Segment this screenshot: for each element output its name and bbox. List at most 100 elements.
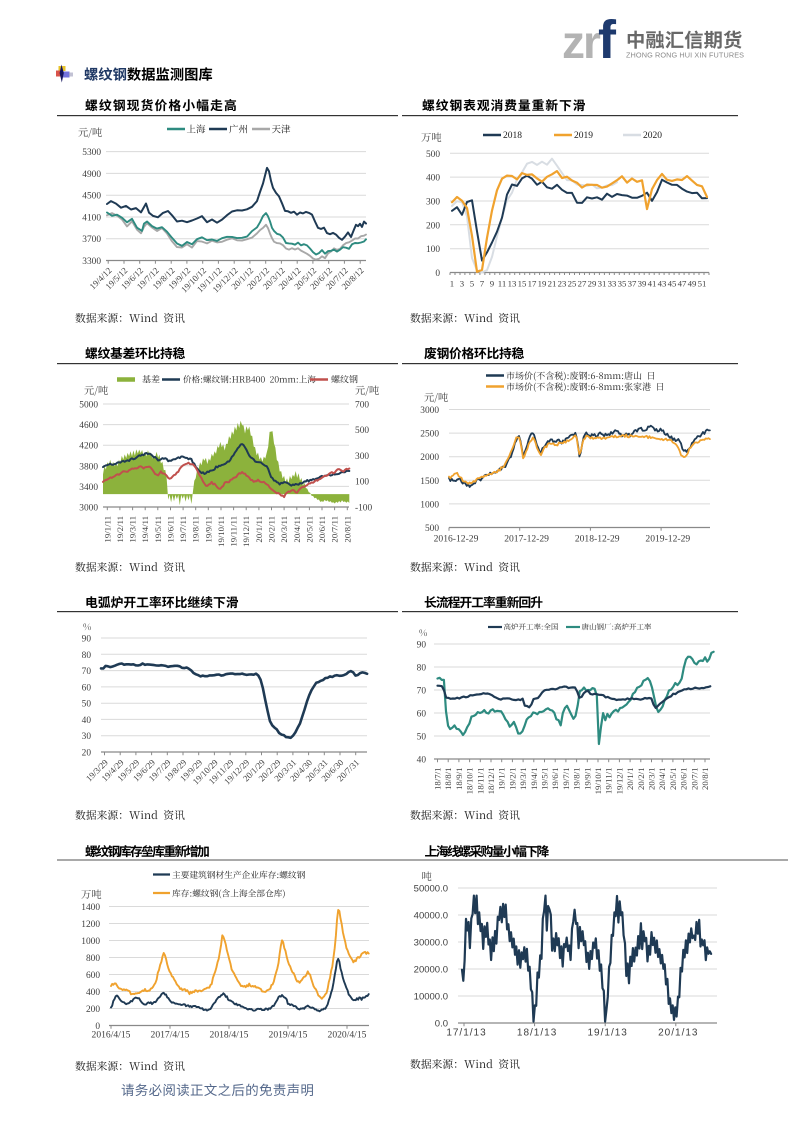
svg-text:19/10/1: 19/10/1 [593,768,603,795]
svg-text:19/3/1: 19/3/1 [518,768,528,790]
svg-text:5000: 5000 [79,401,98,411]
svg-text:19/1/11: 19/1/11 [102,516,112,543]
svg-text:ZHONG RONG HUI XIN FUTURES: ZHONG RONG HUI XIN FUTURES [626,51,744,60]
svg-text:90: 90 [417,641,427,651]
svg-text:19/10/11: 19/10/11 [216,516,226,547]
svg-text:50: 50 [82,700,92,710]
svg-text:20/8/1: 20/8/1 [700,768,710,790]
svg-text:19/3/11: 19/3/11 [128,516,138,543]
svg-text:20/3/1: 20/3/1 [647,768,657,790]
svg-text:27: 27 [578,279,587,289]
svg-text:1400: 1400 [81,903,100,913]
svg-text:19/5/11: 19/5/11 [153,516,163,543]
svg-text:20/2/1: 20/2/1 [636,768,646,790]
svg-text:18/7/1: 18/7/1 [433,768,443,790]
svg-text:400: 400 [86,988,100,998]
svg-text:80: 80 [82,651,92,661]
svg-text:2017/4/15: 2017/4/15 [151,1030,190,1041]
svg-text:20/3/11: 20/3/11 [279,516,289,543]
svg-text:400: 400 [426,174,440,184]
svg-text:18/11/1: 18/11/1 [475,768,485,795]
svg-text:20/6/1: 20/6/1 [679,768,689,790]
svg-text:20: 20 [82,749,92,759]
svg-text:2000: 2000 [420,453,439,463]
svg-text:33: 33 [608,279,617,289]
svg-text:13: 13 [508,279,517,289]
svg-text:2018: 2018 [503,131,522,141]
svg-text:20/7/11: 20/7/11 [330,516,340,543]
svg-text:18/9/1: 18/9/1 [454,768,464,790]
svg-text:2500: 2500 [420,430,439,440]
svg-text:23: 23 [558,279,567,289]
svg-text:-100: -100 [355,504,372,514]
svg-text:30: 30 [82,732,92,742]
svg-text:3000: 3000 [420,406,439,416]
svg-text:0: 0 [95,1022,100,1032]
svg-text:3700: 3700 [82,235,101,245]
svg-text:0.0: 0.0 [435,1019,448,1030]
svg-text:zr: zr [562,16,601,68]
svg-text:3400: 3400 [79,483,98,493]
svg-text:29: 29 [588,279,597,289]
svg-text:19/11/11: 19/11/11 [229,516,239,547]
svg-text:60: 60 [417,710,427,720]
svg-text:50000.0: 50000.0 [414,884,448,895]
svg-text:60: 60 [82,683,92,693]
svg-text:1000: 1000 [81,937,100,947]
svg-text:100: 100 [426,245,440,255]
svg-text:2019: 2019 [574,131,593,141]
svg-text:19/1/13: 19/1/13 [588,1028,628,1039]
svg-text:20/5/1: 20/5/1 [668,768,678,790]
svg-text:40000.0: 40000.0 [414,911,448,922]
svg-text:19/5/1: 19/5/1 [540,768,550,790]
svg-text:19/7/1: 19/7/1 [561,768,571,790]
svg-text:1000: 1000 [420,500,439,510]
svg-text:2020: 2020 [643,131,662,141]
svg-text:15: 15 [518,279,527,289]
svg-text:90: 90 [82,635,92,645]
svg-text:7: 7 [480,279,485,289]
svg-text:20/1/13: 20/1/13 [658,1028,698,1039]
svg-text:19/8/11: 19/8/11 [191,516,201,543]
svg-text:500: 500 [426,150,440,160]
svg-text:45: 45 [668,279,677,289]
svg-text:19/8/1: 19/8/1 [572,768,582,790]
svg-text:21: 21 [548,279,557,289]
svg-text:700: 700 [355,400,369,410]
svg-text:0: 0 [435,269,440,279]
svg-text:500: 500 [355,426,369,436]
svg-text:80: 80 [417,664,427,674]
svg-text:200: 200 [426,221,440,231]
svg-text:10000.0: 10000.0 [414,992,448,1003]
svg-text:19/2/1: 19/2/1 [507,768,517,790]
svg-text:31: 31 [598,279,607,289]
svg-text:47: 47 [678,279,687,289]
svg-text:2018-12-29: 2018-12-29 [575,534,620,545]
svg-text:19/12/11: 19/12/11 [241,516,251,547]
svg-text:3000: 3000 [79,504,98,514]
svg-text:20/6/11: 20/6/11 [317,516,327,543]
svg-text:800: 800 [86,954,100,964]
svg-text:70: 70 [417,687,427,697]
svg-text:500: 500 [425,524,439,534]
svg-text:35: 35 [618,279,627,289]
svg-text:20/7/1: 20/7/1 [689,768,699,790]
svg-text:20/5/11: 20/5/11 [304,516,314,543]
svg-text:39: 39 [638,279,647,289]
svg-text:4100: 4100 [82,214,101,224]
svg-text:20/2/11: 20/2/11 [267,516,277,543]
svg-text:2016-12-29: 2016-12-29 [434,534,479,545]
svg-text:49: 49 [688,279,697,289]
svg-text:3300: 3300 [82,257,101,267]
svg-text:4200: 4200 [79,442,98,452]
svg-text:20/4/1: 20/4/1 [657,768,667,790]
svg-text:2020/4/15: 2020/4/15 [328,1030,367,1041]
svg-text:1500: 1500 [420,477,439,487]
svg-text:1: 1 [450,279,454,289]
svg-text:19/12/1: 19/12/1 [614,768,624,795]
svg-text:300: 300 [355,452,369,462]
svg-text:18/8/1: 18/8/1 [443,768,453,790]
svg-text:5300: 5300 [82,148,101,158]
svg-text:2019/4/15: 2019/4/15 [269,1030,308,1041]
svg-text:18/10/1: 18/10/1 [465,768,475,795]
